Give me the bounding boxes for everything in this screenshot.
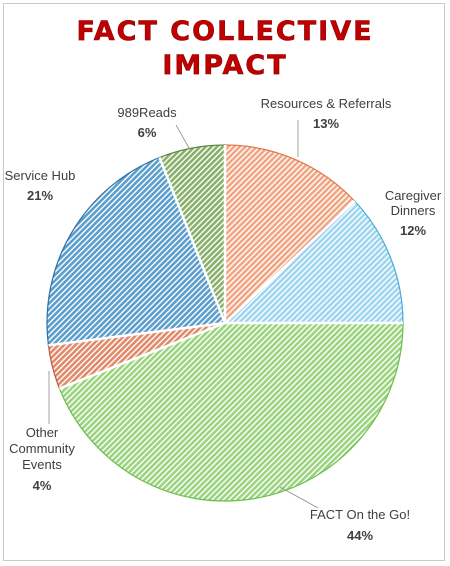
- slice-percent-service-hub: 21%: [27, 188, 53, 203]
- slice-percent-other-community-events: 4%: [33, 478, 52, 493]
- pie-slice-caregiver-dinners: [223, 200, 404, 324]
- pie-slice-service-hub: [46, 156, 226, 346]
- slice-separator: [48, 321, 226, 347]
- pie-slice-fact-on-the-go: [58, 322, 404, 502]
- slice-label-caregiver-dinners: Caregiver Dinners: [385, 188, 442, 218]
- slice-percent-989reads: 6%: [138, 125, 157, 140]
- leader-line-fact-on-the-go: [279, 486, 319, 509]
- pie-slices: [46, 144, 404, 502]
- slice-labels: Resources & Referrals 13% Caregiver Dinners…: [5, 96, 442, 543]
- leader-lines: [48, 120, 319, 509]
- slice-label-989reads: 989Reads: [117, 105, 177, 120]
- slice-percent-caregiver-dinners: 12%: [400, 223, 426, 238]
- slice-percent-resources-referrals: 13%: [313, 116, 339, 131]
- chart-title-line-2: IMPACT: [162, 50, 288, 82]
- slice-label-fact-on-the-go: FACT On the Go!: [310, 507, 410, 522]
- slice-label-resources-referrals: Resources & Referrals: [261, 96, 392, 111]
- slice-label-other-community-events: Other Community Events: [9, 425, 75, 472]
- slice-separator: [224, 200, 356, 324]
- chart-title-line-1: FACT COLLECTIVE: [76, 16, 374, 48]
- pie-slice-resources-referrals: [224, 144, 356, 325]
- slice-separator: [158, 157, 227, 324]
- leader-line-989reads: [175, 124, 190, 149]
- slice-percent-fact-on-the-go: 44%: [347, 528, 373, 543]
- slice-label-service-hub: Service Hub: [5, 168, 76, 183]
- slice-separator: [59, 321, 226, 390]
